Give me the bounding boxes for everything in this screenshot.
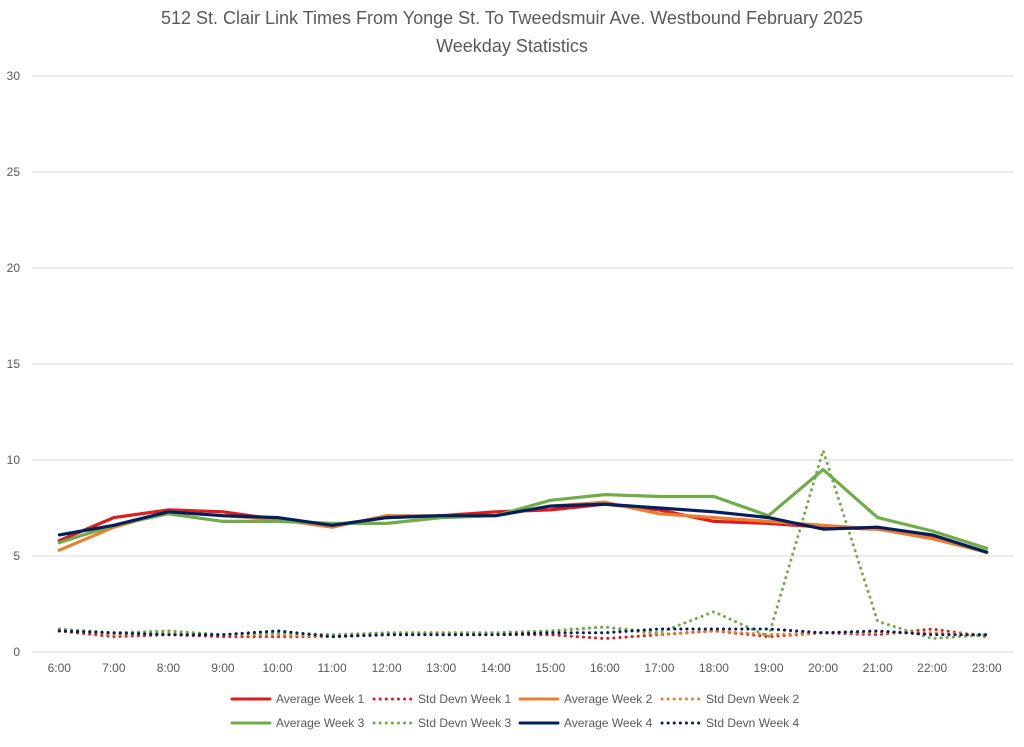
legend-label: Average Week 1 xyxy=(276,692,365,706)
legend: Average Week 1 Std Devn Week 1 Average Wee… xyxy=(230,692,799,730)
x-tick-label: 13:00 xyxy=(426,661,456,675)
y-tick-label: 5 xyxy=(13,549,20,563)
x-tick-label: 12:00 xyxy=(372,661,402,675)
x-tick-label: 8:00 xyxy=(157,661,181,675)
series-line-average-week-4 xyxy=(57,502,989,554)
y-axis-ticks: 0 5 10 15 20 25 30 xyxy=(7,69,21,659)
y-tick-label: 25 xyxy=(7,165,21,179)
series-layer xyxy=(57,448,989,641)
legend-label: Std Devn Week 2 xyxy=(706,692,799,706)
x-tick-label: 18:00 xyxy=(699,661,729,675)
x-tick-label: 6:00 xyxy=(48,661,72,675)
chart-subtitle: Weekday Statistics xyxy=(436,36,588,56)
x-tick-label: 21:00 xyxy=(863,661,893,675)
legend-label: Std Devn Week 4 xyxy=(706,716,799,730)
series-line-average-week-3 xyxy=(57,468,989,550)
y-tick-label: 0 xyxy=(13,645,20,659)
series-line-std-devn-week-4 xyxy=(57,627,989,639)
x-tick-label: 7:00 xyxy=(102,661,126,675)
legend-label: Std Devn Week 1 xyxy=(418,692,511,706)
x-tick-label: 15:00 xyxy=(535,661,565,675)
x-tick-label: 11:00 xyxy=(317,661,346,675)
chart-title: 512 St. Clair Link Times From Yonge St. … xyxy=(161,8,863,28)
legend-label: Average Week 2 xyxy=(564,692,653,706)
x-tick-label: 17:00 xyxy=(644,661,674,675)
x-tick-label: 19:00 xyxy=(753,661,783,675)
y-tick-label: 20 xyxy=(7,261,21,275)
series-line-std-devn-week-3 xyxy=(57,448,989,641)
legend-label: Average Week 3 xyxy=(276,716,365,730)
x-tick-label: 20:00 xyxy=(808,661,838,675)
x-axis-ticks: 6:00 7:00 8:00 9:00 10:00 11:00 12:00 13:00 14:0… xyxy=(48,661,1002,675)
legend-label: Average Week 4 xyxy=(564,716,653,730)
grid-layer xyxy=(32,75,1014,653)
x-tick-label: 23:00 xyxy=(972,661,1002,675)
x-tick-label: 16:00 xyxy=(590,661,620,675)
y-tick-label: 15 xyxy=(7,357,21,371)
x-tick-label: 9:00 xyxy=(211,661,235,675)
x-tick-label: 22:00 xyxy=(917,661,947,675)
x-tick-label: 14:00 xyxy=(481,661,511,675)
x-tick-label: 10:00 xyxy=(262,661,292,675)
y-tick-label: 30 xyxy=(7,69,21,83)
legend-label: Std Devn Week 3 xyxy=(418,716,511,730)
y-tick-label: 10 xyxy=(7,453,21,467)
